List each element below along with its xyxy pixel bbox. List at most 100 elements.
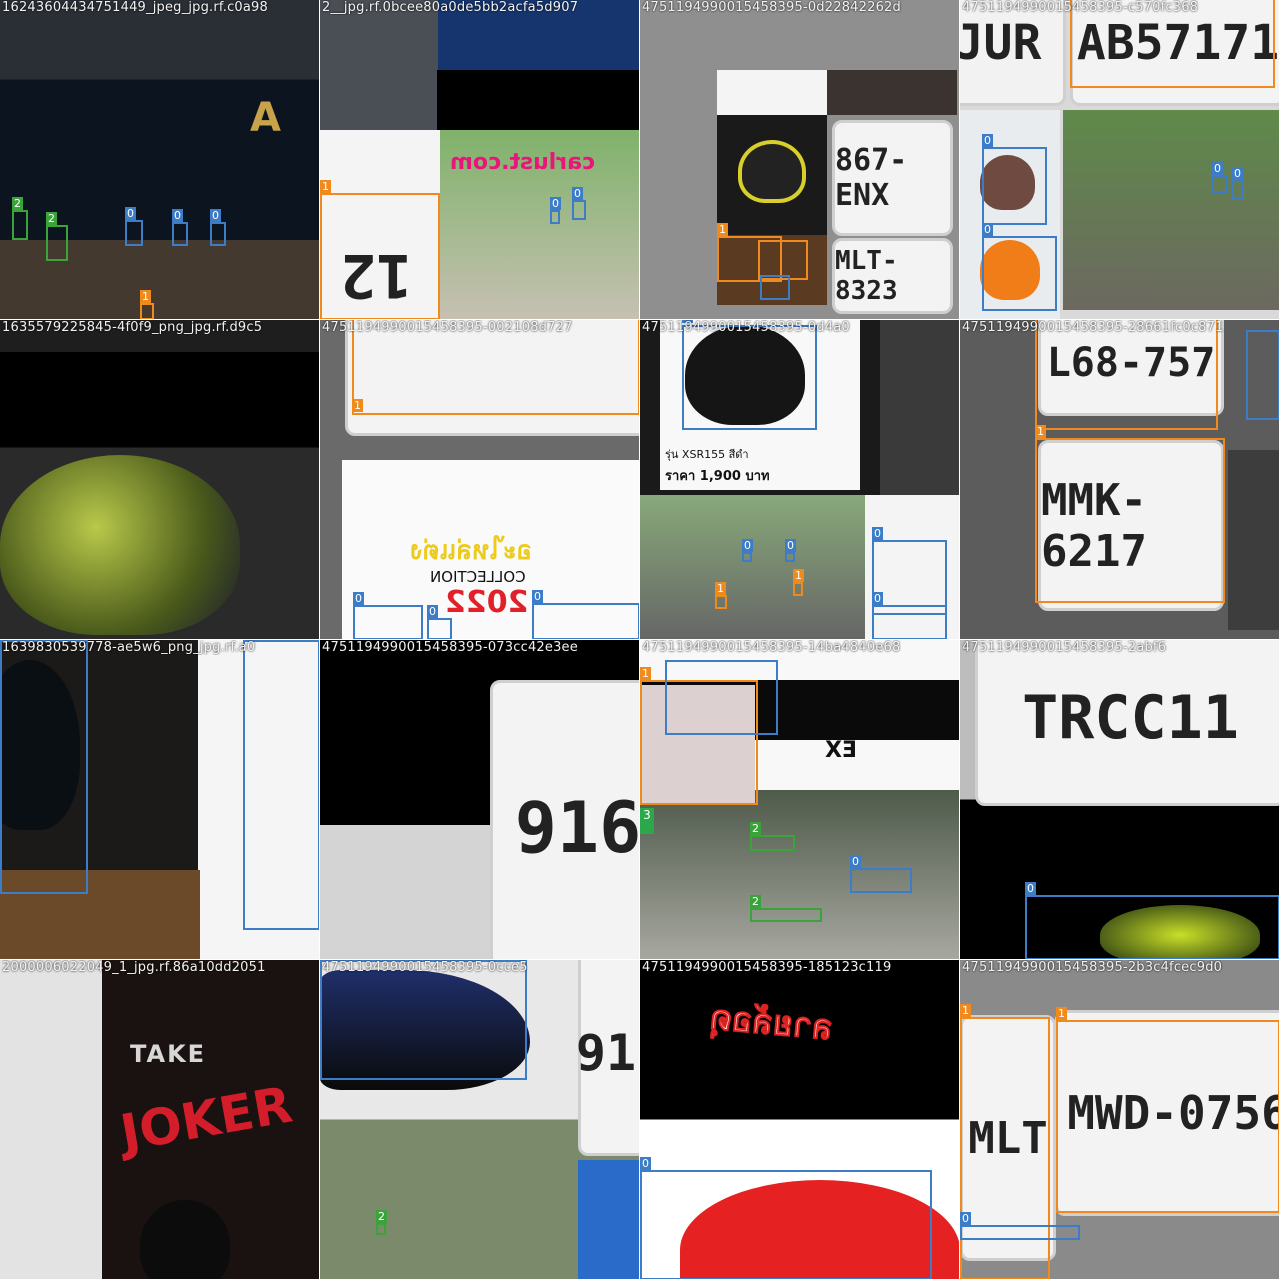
scene-plate	[320, 130, 440, 319]
tile-filename: 47511949900154583​95-0d22842262d	[642, 0, 901, 15]
tile-10: 916 47511949900154583​95-073cc42e3ee	[320, 640, 640, 960]
detection-box: 0	[640, 1157, 932, 1279]
detection-box: 0	[872, 527, 947, 615]
tile-filename: 16243604434751449_jpeg_jpg.rf.c0a98	[2, 0, 269, 15]
detection-box: 0	[0, 640, 88, 894]
detection-box: 0	[125, 207, 143, 246]
detection-box: 0	[1212, 162, 1227, 193]
tile-filename: 2000006022049_1_jpg.rf.86a10dd2051	[2, 960, 266, 975]
helmet-image	[685, 325, 805, 425]
tile-1: A 16243604434751449_jpeg_jpg.rf.c0a98 2 …	[0, 0, 320, 320]
detection-box: 0	[532, 590, 639, 639]
detection-box: 0	[353, 592, 423, 639]
detection-box	[320, 960, 527, 1080]
detection-box: 0	[982, 134, 1047, 225]
detection-box: 2	[750, 895, 822, 922]
detection-box: 1	[1035, 425, 1225, 603]
plate-image: 867-ENX	[832, 120, 953, 236]
watermark-text: carlust.com	[450, 150, 595, 175]
helmet-image	[1100, 905, 1260, 959]
tile-filename: 47511949900154583​95-0cce5	[322, 960, 528, 975]
detection-box: 1	[320, 180, 440, 319]
tile-2: carlust.com 12 2__jpg.rf.0bcee80a0de5bb2…	[320, 0, 640, 320]
tile-5: 1635579225845-4f0f9_png_jpg.rf.d9c5	[0, 320, 320, 640]
detection-box: 0	[550, 197, 561, 224]
tile-filename: 1635579225845-4f0f9_png_jpg.rf.d9c5	[2, 320, 263, 335]
detection-box	[665, 660, 778, 735]
scene-street	[640, 790, 959, 959]
helmet-image	[980, 155, 1035, 210]
detection-box: 2	[12, 197, 28, 240]
detection-box: 1	[352, 320, 639, 415]
detection-box: 0	[872, 592, 947, 639]
logo-mark: A	[250, 95, 281, 141]
tile-9: 1639830539778-ae5w6_png_jpg.rf.a0 0 0	[0, 640, 320, 960]
tile-filename: 47511949900154583​95-002108d727	[322, 320, 573, 335]
plate-image: AB57171	[1070, 0, 1279, 106]
helmet-image	[980, 240, 1040, 300]
detection-box: 0	[1232, 167, 1244, 200]
detection-box: 1	[715, 582, 727, 609]
tile-filename: 1639830539778-ae5w6_png_jpg.rf.a0	[2, 640, 256, 655]
detection-box: 0	[243, 640, 319, 930]
tile-3: 867-ENX MLT-8323 47511949900154583​95-0d…	[640, 0, 960, 320]
detection-box: 2	[376, 1210, 387, 1235]
plate-image: MWD-0756	[1055, 1010, 1279, 1216]
detection-box: 1	[717, 223, 782, 282]
tile-filename: 47511949900154583​95-073cc42e3ee	[322, 640, 578, 655]
tile-filename: 47511949900154583​95-2abf6	[962, 640, 1167, 655]
detection-box: 0	[210, 209, 226, 246]
detection-box: 0	[1025, 882, 1279, 959]
detection-box: 2	[750, 822, 795, 851]
scene-street	[1063, 110, 1279, 310]
detection-box: 1	[640, 667, 758, 805]
detection-box: 1	[960, 1004, 1050, 1279]
detection-box: 0	[850, 855, 912, 893]
tile-15: ลายล้อดุ 47511949900154583​95-185123c119…	[640, 960, 960, 1280]
tile-16: MLT MWD-0756 47511949900154583​95-2b3c4f…	[960, 960, 1280, 1280]
detection-box	[1070, 0, 1275, 88]
helmet-image	[738, 140, 806, 203]
detection-box: 1	[1056, 1007, 1279, 1213]
detection-box: 0	[785, 539, 796, 562]
tile-11: EX 47511949900154583​95-14ba4840e68 1 2 …	[640, 640, 960, 960]
tile-6: อะไหล่แต่ง COLLECTION 2022 4751194990015…	[320, 320, 640, 640]
detection-box: 0	[682, 320, 817, 430]
detection-box: 1	[793, 569, 804, 596]
tile-filename: 47511949900154583​95-0d4a0	[642, 320, 850, 335]
tile-7: รุ่น XSR155 สีดำ ราคา 1,900 บาท 47511949…	[640, 320, 960, 640]
scene-street	[640, 495, 865, 639]
detection-box: 2	[46, 212, 68, 261]
detection-box: 0	[427, 605, 452, 639]
plate-image: MLT-8323	[832, 238, 953, 314]
scene-crowd	[0, 240, 319, 319]
plate-image: TRCC11	[975, 640, 1279, 806]
detection-box: 1	[140, 290, 154, 319]
tile-8: L68-757 MMK-6217 47511949900154583​95-28…	[960, 320, 1280, 640]
detection-box: 0	[742, 539, 753, 562]
helmet-image	[0, 660, 80, 830]
detection-box	[760, 275, 790, 300]
plate-image: 916	[490, 680, 639, 959]
detection-box	[758, 240, 808, 280]
plate-image: MMK-6217	[1038, 440, 1224, 611]
detection-box: 0	[172, 209, 188, 246]
detection-box: 0	[572, 187, 586, 220]
tile-filename: 47511949900154583​95-28661fc0c871	[962, 320, 1224, 335]
detection-box: 0	[982, 223, 1057, 311]
tile-13: TAKE JOKER 2000006022049_1_jpg.rf.86a10d…	[0, 960, 320, 1280]
tile-filename: 47511949900154583​95-185123c119	[642, 960, 892, 975]
tile-filename: 47511949900154583​95-14ba4840e68	[642, 640, 901, 655]
tile-4: JUR AB57171 47511949900154583​95-c570fc3…	[960, 0, 1280, 320]
detection-box: 0	[960, 1212, 1080, 1240]
scene-street	[440, 130, 639, 319]
tile-filename: 47511949900154583​95-c570fc368	[962, 0, 1199, 15]
tile-filename: 2__jpg.rf.0bcee80a0de5bb2acfa5d907	[322, 0, 579, 15]
helmet-image	[0, 455, 240, 635]
tile-14: 916 47511949900154583​95-0cce5 2	[320, 960, 640, 1280]
helmet-image	[140, 1200, 230, 1279]
detection-box	[1246, 330, 1279, 420]
tile-12: TRCC11 47511949900154583​95-2abf6 0 1	[960, 640, 1280, 960]
detection-box	[1035, 320, 1218, 430]
